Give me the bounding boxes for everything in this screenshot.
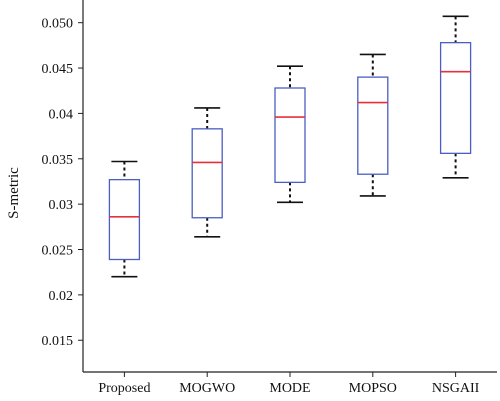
x-axis: Proposed MOGWO MODE MOPSO NSGAII [98, 372, 480, 396]
boxes-layer [108, 15, 472, 278]
y-tick-label: 0.03 [49, 198, 74, 213]
box-mopso [357, 53, 389, 197]
box-mode [274, 65, 306, 204]
x-tick-label: MOGWO [179, 381, 235, 396]
box-nsgaii [439, 15, 472, 179]
box-mogwo [191, 107, 223, 238]
iqr-box [357, 76, 389, 175]
iqr-box [108, 178, 141, 261]
plot-area-frame [82, 0, 497, 373]
x-tick-label: NSGAII [432, 381, 480, 396]
y-tick-label: 0.025 [42, 244, 74, 259]
box-proposed [108, 160, 141, 278]
y-axis-title: S-metric [6, 167, 22, 219]
y-tick-label: 0.045 [42, 62, 74, 77]
iqr-box [191, 128, 223, 219]
iqr-box [439, 41, 472, 154]
y-tick-label: 0.04 [49, 107, 74, 122]
x-tick-label: MOPSO [349, 381, 397, 396]
y-tick-label: 0.015 [42, 334, 74, 349]
x-tick-label: Proposed [98, 381, 150, 396]
x-tick-label: MODE [269, 381, 310, 396]
y-tick-label: 0.050 [42, 17, 74, 32]
y-axis: 0.015 0.02 0.025 0.03 0.035 0.04 0.045 0.050 [42, 17, 83, 349]
y-tick-label: 0.035 [42, 153, 74, 168]
y-tick-label: 0.02 [49, 289, 74, 304]
iqr-box [274, 87, 306, 184]
